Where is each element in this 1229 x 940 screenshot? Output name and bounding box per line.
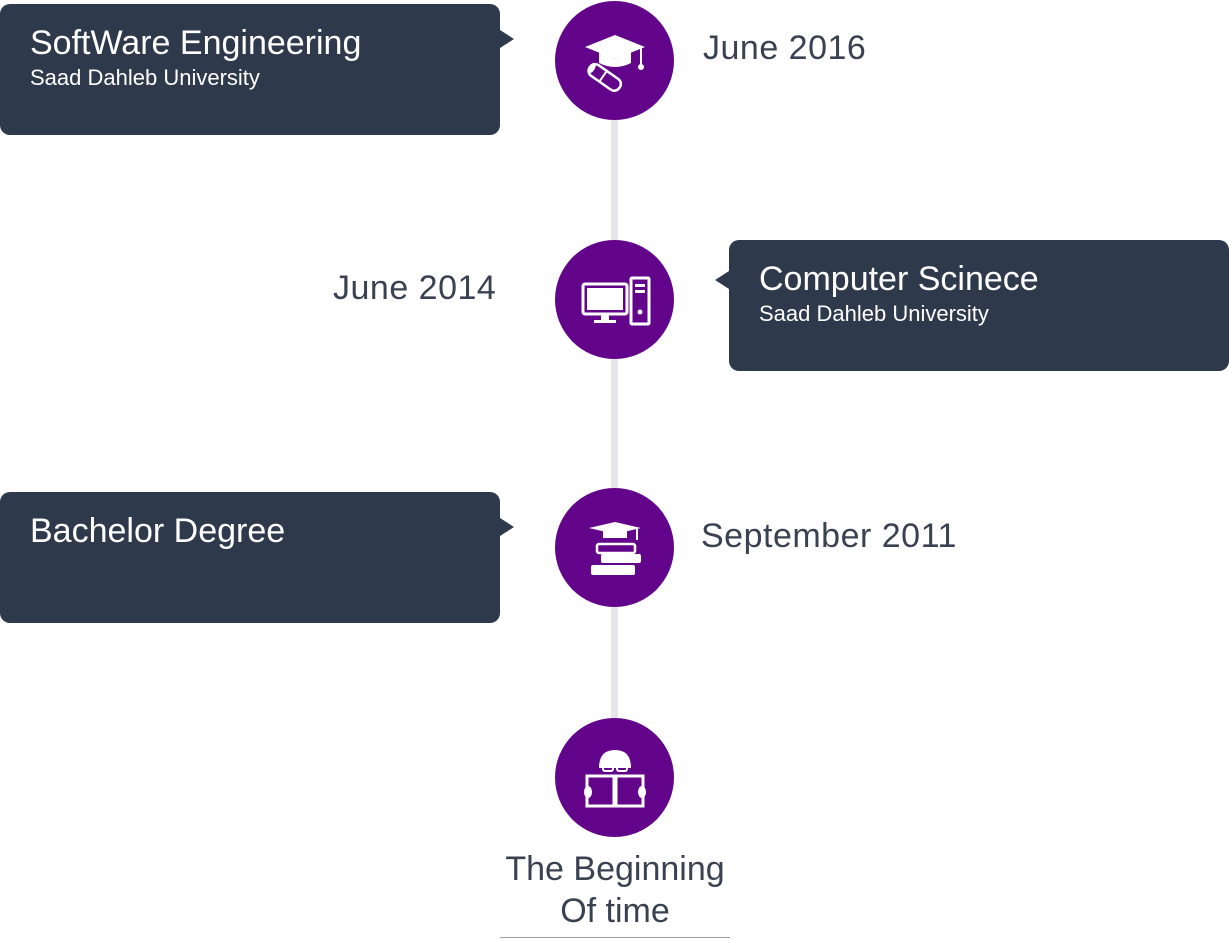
beginning-line-1: The Beginning <box>505 850 725 888</box>
reading-person-icon <box>575 738 655 818</box>
beginning-label: The Beginning Of time <box>470 848 760 932</box>
timeline-node-2 <box>555 240 674 359</box>
timeline-card-computer-science: Computer Scinece Saad Dahleb University <box>715 240 1229 371</box>
desktop-computer-icon <box>575 260 655 340</box>
beginning-underline <box>500 937 730 938</box>
card-title: SoftWare Engineering <box>30 24 362 62</box>
beginning-line-2: Of time <box>560 892 670 930</box>
books-cap-icon <box>575 508 655 588</box>
timeline-date: June 2014 <box>333 269 497 307</box>
timeline-card-software-engineering: SoftWare Engineering Saad Dahleb Univers… <box>0 4 514 135</box>
timeline-node-3 <box>555 488 674 607</box>
timeline-date: June 2016 <box>703 29 867 67</box>
timeline-node-1 <box>555 1 674 120</box>
timeline-node-beginning <box>555 718 674 837</box>
card-subtitle: Saad Dahleb University <box>759 301 989 326</box>
timeline-date: September 2011 <box>701 517 957 555</box>
card-subtitle: Saad Dahleb University <box>30 65 260 90</box>
graduation-cap-diploma-icon <box>575 21 655 101</box>
card-title: Bachelor Degree <box>30 512 286 550</box>
timeline-line <box>611 110 618 730</box>
timeline-card-bachelor-degree: Bachelor Degree <box>0 492 514 623</box>
card-title: Computer Scinece <box>759 260 1039 298</box>
